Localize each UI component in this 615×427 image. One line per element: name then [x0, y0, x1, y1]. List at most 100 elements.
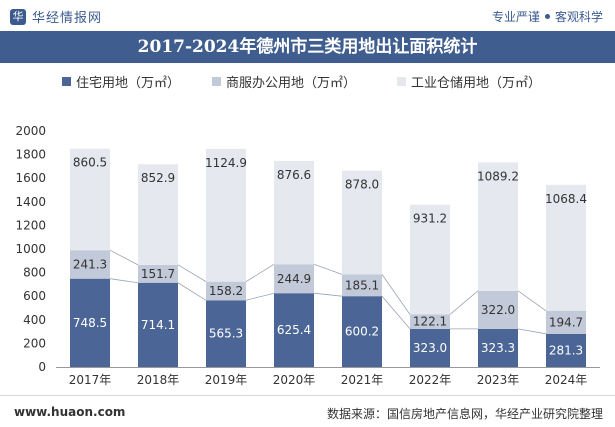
slogan-left: 专业严谨	[491, 10, 540, 24]
bar-segment	[410, 314, 450, 329]
website-link[interactable]: www.huaon.com	[14, 405, 126, 419]
bar-segment	[138, 164, 178, 265]
bar-segment	[206, 281, 246, 301]
data-label: 1124.9	[205, 156, 247, 170]
connector-line	[449, 290, 479, 315]
x-tick-label: 2021年	[341, 373, 384, 387]
legend-item-residential: 住宅用地（万㎡）	[62, 72, 180, 91]
data-label: 194.7	[549, 315, 583, 329]
bar-segment	[70, 250, 110, 279]
bar-segment	[138, 264, 178, 283]
data-label: 714.1	[141, 318, 175, 332]
y-tick-label: 1600	[15, 171, 46, 185]
top-bar: 华 华经情报网 专业严谨 客观科学	[0, 0, 615, 30]
y-tick-label: 200	[23, 336, 46, 350]
legend-item-commercial: 商服办公用地（万㎡）	[212, 72, 356, 91]
y-tick-label: 0	[38, 360, 46, 374]
slogan-right: 客观科学	[554, 10, 603, 24]
data-source: 数据来源：国信房地产信息网，华经产业研究院整理	[326, 407, 603, 421]
legend-swatch-commercial	[212, 77, 221, 86]
legend-swatch-industrial	[397, 77, 406, 86]
connector-line	[109, 278, 139, 284]
data-label: 565.3	[209, 327, 243, 341]
data-label: 185.1	[345, 278, 379, 292]
x-tick-label: 2018年	[137, 373, 180, 387]
data-label: 241.3	[73, 257, 107, 271]
y-tick-label: 1000	[15, 242, 46, 256]
bar-segment	[274, 160, 314, 265]
bar-segment	[546, 310, 586, 334]
data-label: 158.2	[209, 284, 243, 298]
data-label: 860.5	[73, 156, 107, 170]
x-tick-label: 2024年	[545, 373, 588, 387]
y-tick-label: 600	[23, 289, 46, 303]
bar-segment	[274, 264, 314, 294]
y-tick-label: 1200	[15, 218, 46, 232]
logo-icon: 华	[10, 8, 26, 25]
legend-item-industrial: 工业仓储用地（万㎡）	[397, 72, 541, 91]
y-tick-label: 800	[23, 266, 46, 280]
data-label: 878.0	[345, 178, 379, 192]
bar-segment	[70, 278, 110, 367]
logo-text: 华经情报网	[32, 11, 103, 26]
y-tick-label: 1800	[15, 148, 46, 162]
connector-line	[177, 282, 207, 301]
bar-segment	[342, 170, 382, 275]
bar-segment	[410, 328, 450, 367]
footer-divider	[0, 395, 615, 396]
bar-segment	[70, 148, 110, 251]
data-label: 1089.2	[477, 169, 519, 183]
bar-segment	[478, 328, 518, 367]
title-bar: 2017-2024年德州市三类用地出让面积统计	[0, 31, 615, 63]
data-label: 748.5	[73, 316, 107, 330]
bar-segment	[342, 274, 382, 297]
bar-segment	[206, 148, 246, 282]
data-label: 322.0	[481, 303, 515, 317]
data-label: 600.2	[345, 325, 379, 339]
connector-line	[381, 295, 411, 330]
bar-segment	[478, 290, 518, 329]
x-tick-label: 2017年	[69, 373, 112, 387]
x-tick-label: 2023年	[477, 373, 520, 387]
x-tick-label: 2019年	[205, 373, 248, 387]
data-label: 876.6	[277, 168, 311, 182]
bar-segment	[546, 184, 586, 311]
legend-swatch-residential	[62, 77, 71, 86]
connector-line	[245, 263, 275, 282]
connector-line	[517, 290, 547, 312]
brand-logo[interactable]: 华 华经情报网	[10, 7, 102, 26]
x-tick-label: 2022年	[409, 373, 452, 387]
connector-line	[313, 263, 343, 275]
data-label: 323.3	[481, 341, 515, 355]
chart-title: 2017-2024年德州市三类用地出让面积统计	[137, 37, 478, 57]
data-label: 323.0	[413, 341, 447, 355]
dot-icon	[544, 14, 550, 19]
data-label: 122.1	[413, 315, 447, 329]
data-label: 931.2	[413, 212, 447, 226]
y-tick-label: 400	[23, 313, 46, 327]
legend-label-industrial: 工业仓储用地（万㎡）	[411, 76, 542, 91]
bar-segment	[274, 293, 314, 367]
bar-segment	[138, 282, 178, 367]
slogan: 专业严谨 客观科学	[492, 8, 603, 25]
connector-line	[313, 292, 343, 297]
connector-line	[245, 292, 275, 301]
data-label: 244.9	[277, 272, 311, 286]
connector-line	[381, 274, 411, 315]
connector-line	[177, 264, 207, 282]
bar-segment	[342, 296, 382, 367]
legend-label-commercial: 商服办公用地（万㎡）	[226, 76, 357, 91]
legend: 住宅用地（万㎡） 商服办公用地（万㎡） 工业仓储用地（万㎡）	[0, 68, 615, 92]
bar-segment	[410, 204, 450, 315]
bar-segment	[206, 300, 246, 367]
bar-segment	[478, 162, 518, 291]
data-label: 625.4	[277, 323, 311, 337]
y-tick-label: 2000	[15, 124, 46, 138]
connector-line	[517, 328, 547, 335]
legend-label-residential: 住宅用地（万㎡）	[76, 76, 181, 91]
y-tick-label: 1400	[15, 195, 46, 209]
data-label: 852.9	[141, 171, 175, 185]
data-label: 151.7	[141, 267, 175, 281]
data-label: 281.3	[549, 343, 583, 357]
stacked-bar-chart: 0 200 400 600 800 1000 1200 1400 1600 1800 2000 748…	[15, 124, 600, 387]
